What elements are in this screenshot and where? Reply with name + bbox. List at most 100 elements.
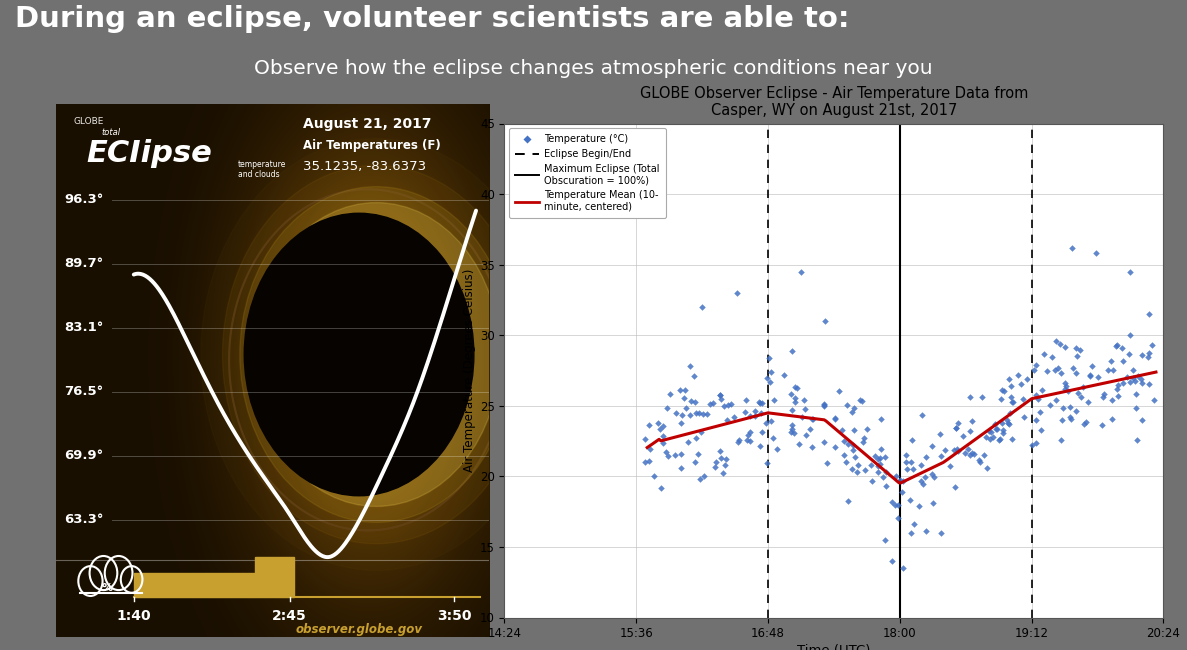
Point xyxy=(652,482,671,493)
Point xyxy=(1107,340,1126,350)
Point xyxy=(782,420,801,430)
Point xyxy=(654,437,673,448)
Point xyxy=(1072,391,1091,402)
Point xyxy=(947,444,966,454)
Point xyxy=(785,428,804,438)
Point xyxy=(1059,385,1078,396)
Point xyxy=(1027,414,1046,424)
Point xyxy=(703,397,722,408)
Point xyxy=(1113,378,1132,388)
Point xyxy=(948,417,967,428)
Text: 96.3°: 96.3° xyxy=(64,194,103,207)
Text: Observe how the eclipse changes atmospheric conditions near you: Observe how the eclipse changes atmosphe… xyxy=(254,59,933,78)
Point xyxy=(997,415,1016,425)
Point xyxy=(763,433,782,443)
Point xyxy=(1099,365,1118,376)
Point xyxy=(1132,378,1151,388)
Point xyxy=(839,439,858,450)
Point xyxy=(925,473,944,483)
Point xyxy=(688,449,707,460)
Point xyxy=(757,372,776,383)
Point xyxy=(738,430,757,440)
Point xyxy=(956,448,975,459)
Point xyxy=(982,427,1001,437)
Point xyxy=(1026,360,1045,370)
Point xyxy=(728,288,747,298)
Point xyxy=(685,397,704,408)
Point xyxy=(672,418,691,428)
Text: 63.3°: 63.3° xyxy=(64,514,103,526)
Point xyxy=(692,302,711,312)
Point xyxy=(897,449,916,460)
Point xyxy=(1077,417,1096,427)
Point xyxy=(666,408,685,418)
Text: 3:50: 3:50 xyxy=(437,608,471,623)
Point xyxy=(868,467,887,478)
Point xyxy=(686,433,705,443)
Point xyxy=(1030,407,1049,417)
Point xyxy=(1109,391,1128,401)
Point xyxy=(756,418,775,428)
Point xyxy=(1073,382,1092,393)
Point xyxy=(1080,370,1099,380)
Point xyxy=(814,437,833,447)
Point xyxy=(874,472,893,482)
Point xyxy=(711,394,730,404)
Point xyxy=(785,397,804,408)
Point xyxy=(843,440,862,450)
Point xyxy=(1001,392,1020,402)
Point xyxy=(856,465,875,475)
Point xyxy=(722,398,741,409)
Point xyxy=(786,382,805,392)
Point xyxy=(1003,397,1022,408)
Text: total: total xyxy=(101,128,120,137)
Point xyxy=(896,457,915,467)
Bar xyxy=(134,573,255,597)
Point xyxy=(902,435,921,445)
Point xyxy=(992,418,1011,428)
Point xyxy=(1024,365,1043,376)
Point xyxy=(788,383,807,393)
Point xyxy=(912,460,931,470)
Point xyxy=(814,401,833,411)
Point xyxy=(1140,379,1159,389)
Point xyxy=(1109,380,1128,390)
Text: 83.1°: 83.1° xyxy=(64,321,103,334)
Point xyxy=(782,424,801,434)
Point xyxy=(1002,380,1021,391)
Point xyxy=(1027,437,1046,448)
Point xyxy=(862,460,881,471)
X-axis label: Time (UTC): Time (UTC) xyxy=(798,644,870,650)
Point xyxy=(768,444,787,454)
Point xyxy=(706,456,725,467)
Point xyxy=(826,413,845,424)
Point xyxy=(963,416,982,426)
Point xyxy=(1144,395,1163,405)
Point xyxy=(673,410,692,420)
Point xyxy=(857,424,876,435)
Point xyxy=(1128,434,1147,445)
Point xyxy=(1035,349,1054,359)
Point xyxy=(774,369,793,380)
Point xyxy=(753,398,772,408)
Point xyxy=(1066,343,1085,353)
Point xyxy=(1094,389,1113,400)
Point xyxy=(935,445,954,455)
Point xyxy=(694,471,713,481)
Text: 1:40: 1:40 xyxy=(116,608,151,623)
Point xyxy=(912,476,931,486)
Point xyxy=(761,415,780,426)
Point xyxy=(1066,406,1085,416)
Point xyxy=(795,404,814,414)
Point xyxy=(890,474,909,485)
Point xyxy=(837,400,856,411)
Point xyxy=(1119,349,1138,359)
Point xyxy=(764,395,783,406)
Point xyxy=(837,457,856,467)
Point xyxy=(672,448,691,459)
Point xyxy=(1104,365,1123,375)
Point xyxy=(903,463,922,474)
Point xyxy=(693,409,712,419)
Point xyxy=(690,408,709,418)
Point xyxy=(687,408,706,418)
